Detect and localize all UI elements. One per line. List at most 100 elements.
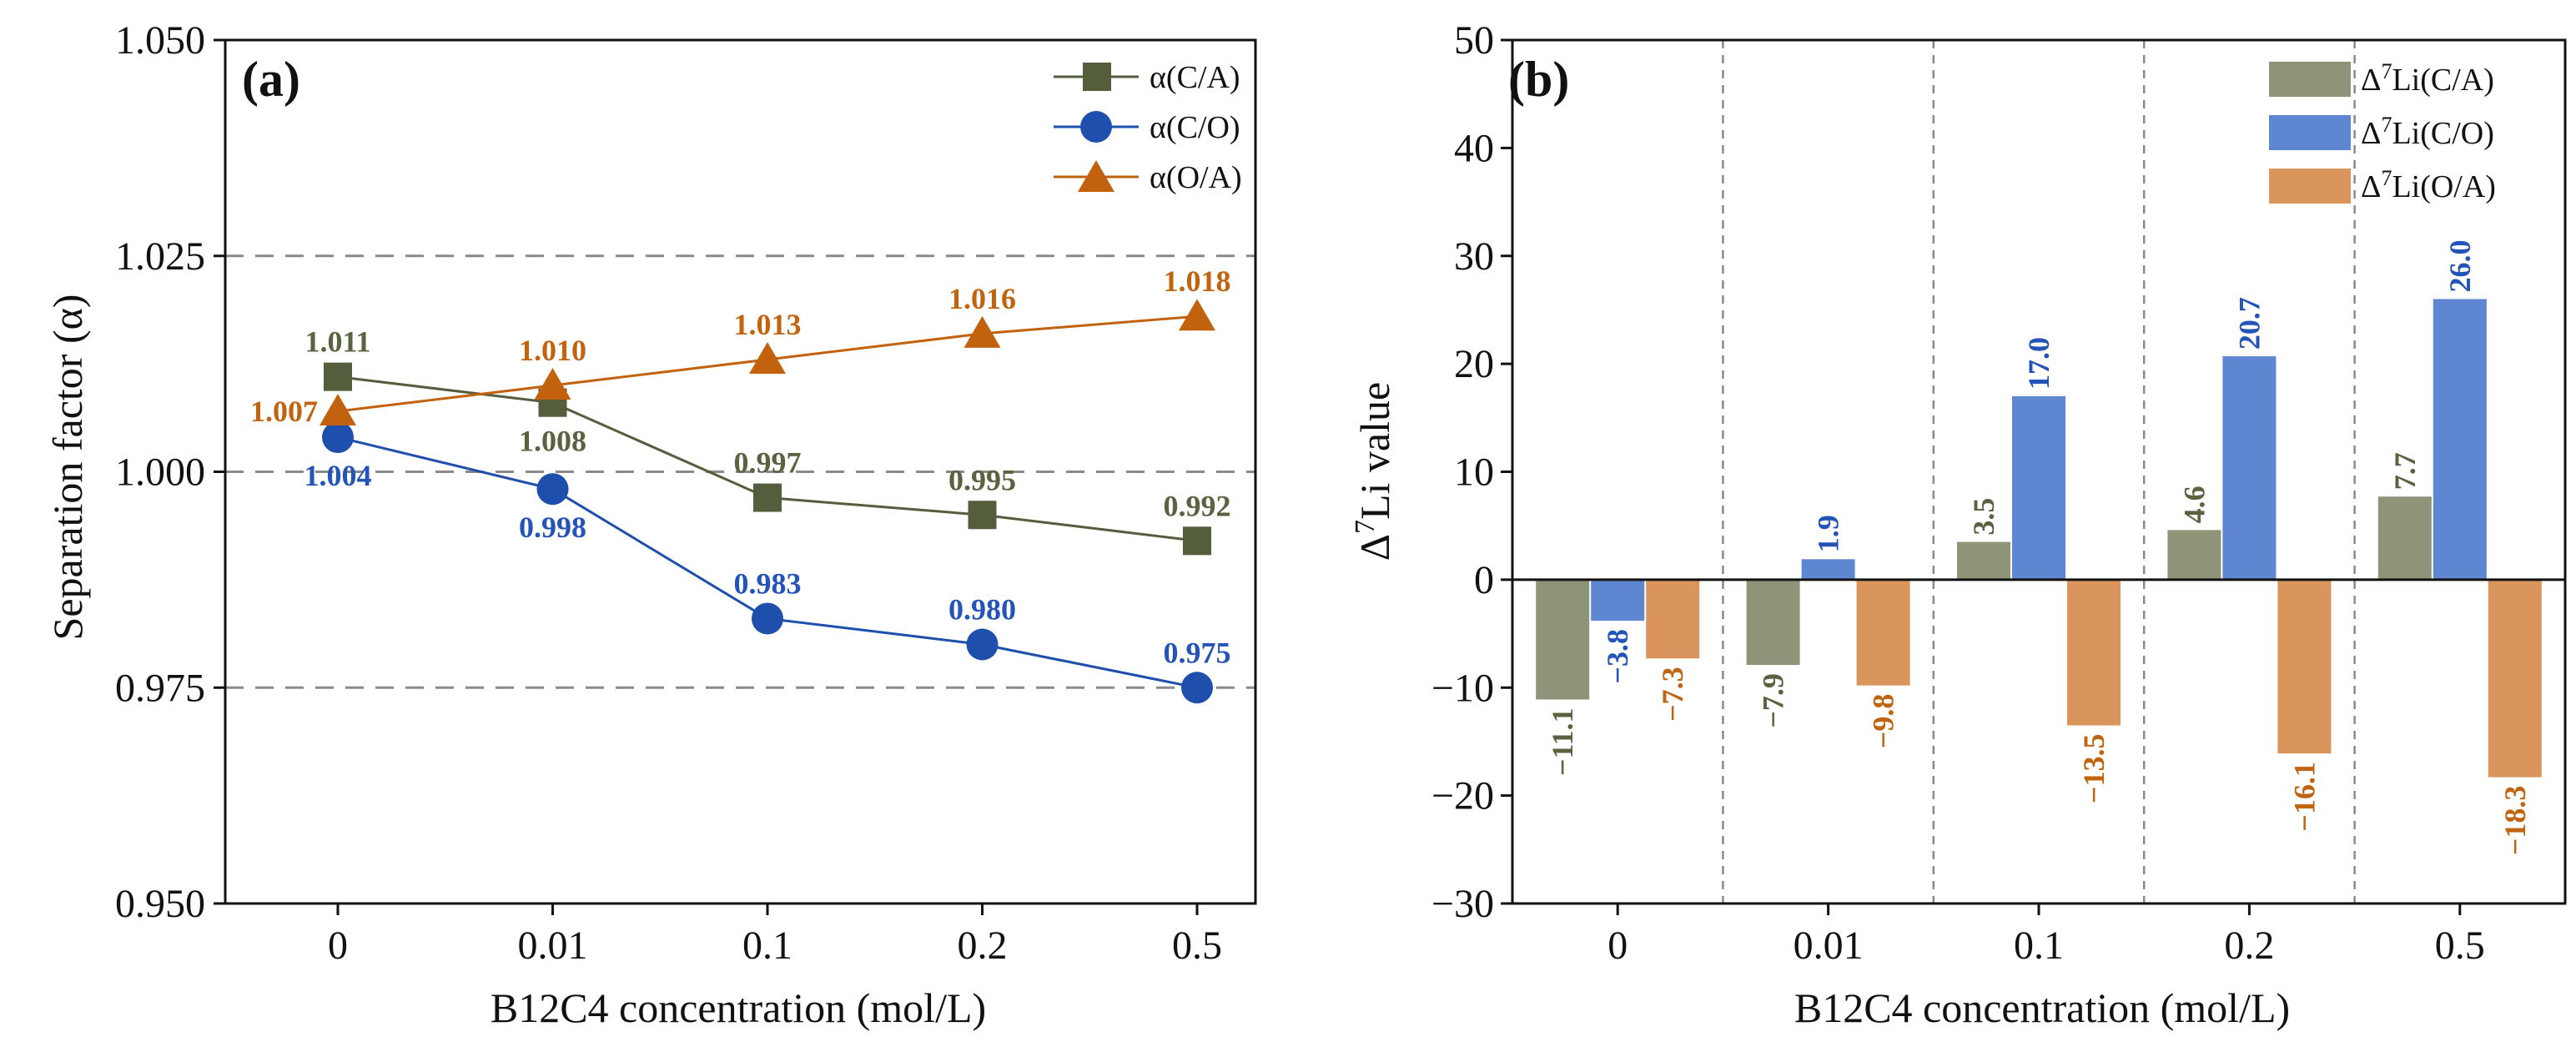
panel-b-x-axis: 0 0.01 0.1 0.2 0.5 — [1607, 903, 2485, 968]
data-label: 1.007 — [250, 395, 318, 428]
y-tick-label: 0.975 — [115, 666, 205, 710]
y-tick-label: 10 — [1454, 450, 1494, 495]
data-point-triangle — [1179, 299, 1215, 331]
y-tick-label: 50 — [1454, 18, 1494, 63]
bar — [2012, 395, 2065, 580]
legend-item-dli-c-o: Δ7Li(C/O) — [2269, 113, 2494, 151]
data-label: 0.995 — [948, 463, 1016, 496]
legend-prefix: Δ — [2361, 116, 2381, 151]
legend-label-alpha-o-a: α(O/A) — [1150, 160, 1242, 195]
y-title-superscript: 7 — [1350, 520, 1381, 534]
panel-a-x-axis: 0 0.01 0.1 0.2 0.5 — [328, 903, 1222, 968]
x-tick-label: 0.01 — [518, 924, 588, 968]
y-tick-label: −30 — [1431, 882, 1494, 926]
bar — [1957, 541, 2010, 580]
bar-value-label: −11.1 — [1546, 707, 1579, 776]
legend-marker-triangle — [1078, 160, 1114, 192]
legend-marker-circle — [1080, 111, 1112, 143]
data-point-circle — [322, 421, 354, 454]
bar-value-label: 7.7 — [2388, 452, 2422, 490]
panel-a-reference-lines — [225, 254, 1255, 689]
bar — [2222, 356, 2277, 580]
panel-b-legend: Δ7Li(C/A) Δ7Li(C/O) Δ7Li(O/A) — [2269, 59, 2496, 204]
bar-value-label: 1.9 — [1812, 515, 1845, 552]
legend-item-alpha-o-a: α(O/A) — [1054, 160, 1242, 195]
y-title-suffix: Li value — [1351, 382, 1398, 520]
legend-suffix: Li(O/A) — [2392, 169, 2496, 204]
bar — [2167, 530, 2221, 580]
bar-value-label: −9.8 — [1867, 694, 1900, 749]
x-tick-label: 0 — [328, 924, 348, 968]
panel-a-label: (a) — [242, 52, 300, 107]
legend-suffix: Li(C/A) — [2392, 63, 2493, 98]
x-tick-label: 0.5 — [1172, 924, 1222, 968]
legend-swatch-dli-c-a — [2269, 62, 2351, 97]
panel-b-y-axis: −30 −20 −10 0 10 20 30 40 50 — [1431, 18, 1512, 926]
data-label: 0.975 — [1164, 636, 1231, 669]
data-point-square — [968, 501, 997, 530]
panel-b-y-axis-title: Δ7Li value — [1350, 382, 1398, 561]
panel-a-legend: α(C/A) α(C/O) α(O/A) — [1054, 60, 1242, 195]
data-point-circle — [752, 602, 783, 635]
panel-b-bars — [1536, 299, 2542, 778]
bar — [1591, 579, 1645, 622]
data-label: 0.998 — [519, 511, 586, 544]
legend-sup: 7 — [2381, 113, 2392, 137]
bar-value-label: 20.7 — [2232, 297, 2266, 350]
legend-prefix: Δ — [2361, 169, 2381, 204]
data-point-circle — [536, 473, 569, 506]
legend-marker-square — [1083, 63, 1111, 91]
y-tick-label: 1.000 — [115, 450, 205, 495]
data-label: 1.018 — [1164, 264, 1231, 298]
legend-swatch-dli-o-a — [2269, 169, 2351, 204]
panel-a-series-markers — [319, 299, 1215, 704]
legend-suffix: Li(C/O) — [2392, 116, 2493, 151]
bar — [1646, 579, 1700, 659]
x-tick-label: 0 — [1607, 924, 1628, 968]
data-label: 0.992 — [1164, 489, 1231, 522]
panel-b-label: (b) — [1508, 52, 1569, 107]
y-tick-label: 0.950 — [115, 882, 205, 926]
y-title-prefix: Δ — [1351, 534, 1398, 561]
data-point-triangle — [319, 394, 356, 426]
bar — [2377, 496, 2432, 580]
bar — [2488, 579, 2542, 778]
panel-b-bar-chart: −30 −20 −10 0 10 20 30 40 50 0 0.01 0.1 0.2 0.5 −11.… — [1350, 18, 2567, 1031]
bar-value-label: −7.9 — [1757, 673, 1790, 728]
data-point-circle — [1181, 672, 1213, 704]
y-tick-label: 30 — [1454, 234, 1494, 279]
y-tick-label: 0 — [1474, 558, 1494, 602]
bar — [1856, 579, 1910, 686]
bar-value-label: −3.8 — [1601, 629, 1634, 684]
legend-label-alpha-c-a: α(C/A) — [1150, 60, 1240, 95]
legend-label-dli-o-a: Δ7Li(O/A) — [2361, 166, 2496, 204]
data-label: 1.008 — [519, 425, 586, 458]
bar — [1536, 579, 1590, 700]
bar-value-label: 26.0 — [2443, 240, 2477, 293]
bar — [2433, 299, 2487, 580]
x-tick-label: 0.01 — [1794, 924, 1864, 968]
data-label: 0.997 — [734, 446, 802, 480]
legend-label-dli-c-o: Δ7Li(C/O) — [2361, 113, 2494, 151]
x-tick-label: 0.5 — [2435, 924, 2485, 968]
panel-a-y-axis-title: Separation factor (α) — [44, 294, 91, 641]
data-label: 1.011 — [304, 325, 370, 359]
y-tick-label: 1.025 — [115, 234, 205, 279]
y-tick-label: 1.050 — [115, 18, 205, 63]
panel-a-y-axis: 0.950 0.975 1.000 1.025 1.050 — [115, 18, 225, 926]
data-point-triangle — [963, 315, 1001, 348]
y-tick-label: −20 — [1431, 774, 1494, 818]
bar-value-label: 4.6 — [2177, 486, 2211, 523]
data-label: 1.004 — [304, 459, 372, 492]
data-label: 0.980 — [948, 593, 1016, 627]
legend-sup: 7 — [2381, 59, 2392, 83]
data-point-square — [1183, 526, 1211, 556]
y-tick-label: −10 — [1431, 666, 1494, 710]
legend-item-alpha-c-o: α(C/O) — [1054, 110, 1240, 145]
panel-a-line-chart: 0.950 0.975 1.000 1.025 1.050 0 0.01 0.1 0.2 0.5… — [44, 18, 1257, 1031]
panel-a-data-labels: 1.011 1.008 0.997 0.995 0.992 1.004 0.998 0.983… — [250, 264, 1231, 669]
x-tick-label: 0.1 — [742, 924, 792, 968]
x-tick-label: 0.2 — [958, 924, 1008, 968]
bar — [1746, 579, 1800, 666]
